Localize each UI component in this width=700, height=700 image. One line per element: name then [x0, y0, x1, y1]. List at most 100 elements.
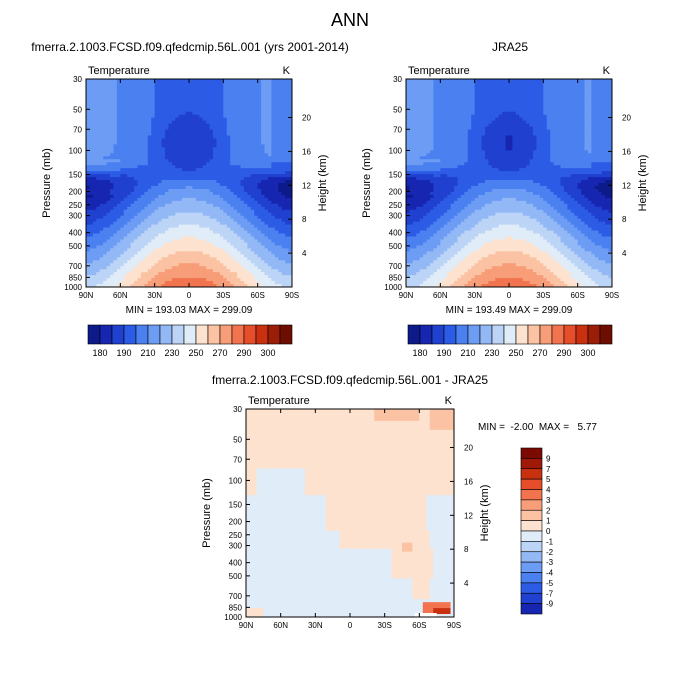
plot2-ytick-label: 400 [389, 229, 403, 238]
plot1-ytick-label: 30 [73, 75, 82, 84]
plot1-ytick-label: 250 [69, 201, 83, 210]
plot1-xtick-label: 0 [187, 291, 192, 300]
plot3-ytick-label: 400 [229, 559, 243, 568]
colorbar-swatch [231, 324, 245, 345]
plot1-ytick-right-label: 12 [302, 181, 311, 190]
plot1-ytick-label: 850 [69, 273, 83, 282]
plot1-ylabel: Pressure (mb) [41, 148, 53, 218]
colorbar-label: 290 [236, 348, 251, 358]
plot2-xtick-label: 30N [467, 291, 482, 300]
plot2-colorbar: 180 190 210 230 250 270 290 300 [407, 324, 613, 358]
plot3-ytick-label: 250 [229, 531, 243, 540]
plot1-colorbar: 180 190 210 230 250 270 290 300 [87, 324, 293, 358]
colorbar-label: -3 [546, 558, 554, 567]
plot3-ylabel: Pressure (mb) [201, 478, 213, 548]
colorbar-label: 230 [164, 348, 179, 358]
colorbar-label: 3 [546, 496, 551, 505]
plot3-xtick-label: 60S [412, 621, 426, 630]
plot2-ytick-label: 100 [389, 146, 403, 155]
colorbar-swatch [243, 324, 257, 345]
colorbar-swatch [267, 324, 281, 345]
colorbar-swatch [551, 324, 565, 345]
plot3-ylabel-right: Height (km) [479, 485, 491, 542]
plot3-xtick-label: 60N [273, 621, 288, 630]
plot2-xtick-label: 30S [536, 291, 550, 300]
colorbar-label: 4 [546, 486, 551, 495]
plot1-xtick-label: 30N [147, 291, 162, 300]
colorbar-swatch [479, 324, 493, 345]
colorbar-swatch [207, 324, 221, 345]
plot2-xtick-label: 0 [507, 291, 512, 300]
plot2-title: JRA25 [491, 40, 529, 54]
colorbar-label: -2 [546, 548, 554, 557]
colorbar-label: 250 [188, 348, 203, 358]
plot3-ytick-label: 300 [229, 542, 243, 551]
plot1-ytick-label: 100 [69, 146, 83, 155]
plot1-title: fmerra.2.1003.FCSD.f09.qfedcmip.56L.001 … [31, 40, 349, 54]
plot2-ytick-right-label: 8 [622, 215, 627, 224]
plot1-ytick-label: 300 [69, 212, 83, 221]
colorbar-swatch [99, 324, 113, 345]
colorbar-swatch [599, 324, 613, 345]
plot2-contours [406, 79, 613, 288]
plot3-ytick-label: 850 [229, 603, 243, 612]
colorbar-swatch [520, 561, 543, 573]
plot2-ytick-label: 250 [389, 201, 403, 210]
plot3-xtick-label: 30N [308, 621, 323, 630]
colorbar-swatch [419, 324, 433, 345]
colorbar-label: -5 [546, 579, 554, 588]
colorbar-swatch [520, 458, 543, 470]
plot3-ytick-label: 150 [229, 500, 243, 509]
colorbar-swatch [520, 541, 543, 553]
colorbar-swatch [520, 530, 543, 542]
colorbar-swatch [147, 324, 161, 345]
plot3-ytick-right-label: 16 [464, 477, 473, 486]
plot2-ytick-label: 70 [393, 125, 402, 134]
colorbar-label: 190 [436, 348, 451, 358]
plot1-xtick-label: 30S [216, 291, 230, 300]
plot1-ylabel-right: Height (km) [317, 155, 329, 212]
plot2-xtick-label: 60N [433, 291, 448, 300]
plot3-subtitle-left: Temperature [248, 395, 310, 407]
colorbar-label: 290 [556, 348, 571, 358]
colorbar-label: 9 [546, 454, 551, 463]
plot3-ytick-right-label: 20 [464, 444, 473, 453]
plot1-ytick-label: 400 [69, 229, 83, 238]
colorbar-swatch [87, 324, 101, 345]
plot2-ytick-label: 1000 [384, 283, 402, 292]
plot2-ylabel-right: Height (km) [637, 155, 649, 212]
plot3-xtick-label: 90N [239, 621, 254, 630]
plot2-subtitle-right: K [603, 65, 611, 77]
colorbar-label: 7 [546, 465, 551, 474]
colorbar-swatch [520, 478, 543, 490]
colorbar-label: 250 [508, 348, 523, 358]
plot2-ytick-label: 850 [389, 273, 403, 282]
colorbar-swatch [520, 489, 543, 501]
colorbar-label: 1 [546, 517, 551, 526]
colorbar-label: 2 [546, 506, 551, 515]
plot2-xtick-label: 90N [399, 291, 414, 300]
plot3-xtick-label: 0 [348, 621, 353, 630]
plot1-subtitle-right: K [283, 65, 291, 77]
plot1-ytick-right-label: 20 [302, 114, 311, 123]
plot2-ytick-label: 50 [393, 105, 402, 114]
plot1-xtick-label: 90S [285, 291, 299, 300]
plot2-subtitle-left: Temperature [408, 65, 470, 77]
plot3-ytick-label: 50 [233, 435, 242, 444]
colorbar-swatch [575, 324, 589, 345]
plot2-ytick-label: 500 [389, 242, 403, 251]
colorbar-label: 180 [92, 348, 107, 358]
plot1-ytick-label: 500 [69, 242, 83, 251]
plot1-subtitle-left: Temperature [88, 65, 150, 77]
colorbar-swatch [455, 324, 469, 345]
colorbar-label: -7 [546, 589, 554, 598]
plot3-ytick-right-label: 8 [464, 545, 469, 554]
colorbar-swatch [520, 592, 543, 604]
colorbar-label: 180 [412, 348, 427, 358]
plot3-minmax: MIN = -2.00 MAX = 5.77 [478, 422, 597, 433]
plot3-ytick-right-label: 12 [464, 511, 473, 520]
plot1-xtick-label: 60S [251, 291, 265, 300]
plot1-ytick-label: 200 [69, 188, 83, 197]
plot1-ytick-label: 700 [69, 262, 83, 271]
colorbar-swatch [520, 468, 543, 480]
